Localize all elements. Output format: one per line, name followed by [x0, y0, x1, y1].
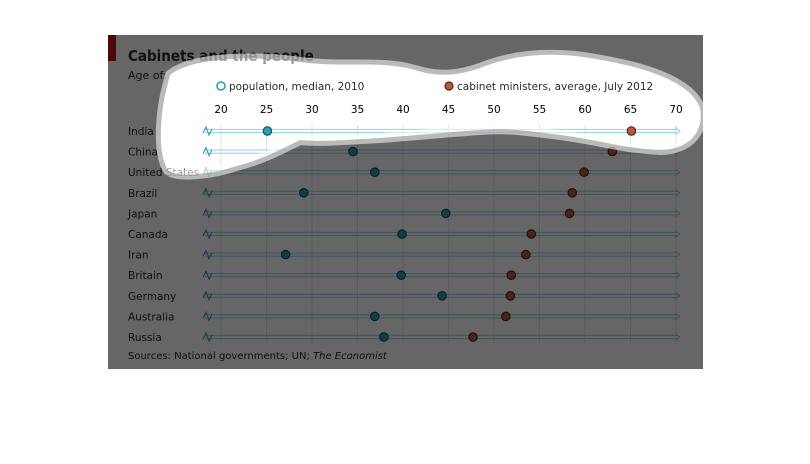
source-note: Sources: National governments; UN; The E…: [128, 351, 387, 362]
category-label: China: [128, 147, 158, 159]
category-label: Brazil: [128, 188, 157, 200]
dot-population: [379, 332, 389, 342]
category-label: Russia: [128, 332, 162, 344]
row-china: China: [128, 146, 681, 159]
category-label: Britain: [128, 270, 163, 282]
row-britain: Britain: [128, 269, 681, 282]
x-tick-label-25: 25: [260, 104, 273, 116]
axis-break-icon: [202, 269, 213, 281]
dot-cabinet: [607, 146, 618, 157]
category-label: Germany: [128, 291, 176, 303]
dot-population: [437, 290, 447, 301]
dot-cabinet: [468, 332, 478, 342]
axis-break-icon: [202, 249, 213, 260]
dot-cabinet: [521, 249, 531, 260]
x-tick-label-30: 30: [305, 104, 318, 116]
x-tick-label-50: 50: [487, 104, 500, 116]
x-tick-label-20: 20: [214, 104, 227, 116]
dot-population: [280, 249, 291, 260]
category-label: Australia: [128, 311, 174, 323]
source-publication: The Economist: [313, 351, 387, 362]
legend-label-cabinet: cabinet ministers, average, July 2012: [457, 81, 653, 93]
x-tick-label-55: 55: [533, 104, 546, 116]
category-label: Japan: [127, 208, 157, 220]
dot-cabinet: [505, 290, 516, 301]
dot-population: [396, 270, 406, 280]
row-canada: Canada: [128, 228, 681, 241]
axis-break-icon: [202, 146, 213, 157]
dot-population: [369, 311, 380, 322]
row-russia: Russia: [128, 331, 681, 344]
dot-chart: population, median, 2010 cabinet minister…: [127, 81, 683, 344]
category-label: India: [128, 126, 154, 138]
row-iran: Iran: [128, 249, 681, 262]
row-brazil: Brazil: [128, 187, 681, 200]
x-tick-label-70: 70: [669, 104, 682, 116]
axis-break-icon: [202, 331, 213, 343]
axis-break-icon: [202, 290, 213, 302]
dot-population: [348, 146, 358, 157]
row-united-states: United States: [128, 166, 681, 179]
axis-break-icon: [202, 166, 213, 178]
legend-marker-cabinet: [444, 81, 454, 91]
dot-cabinet: [564, 208, 575, 219]
dot-cabinet: [626, 126, 637, 136]
row-germany: Germany: [128, 290, 681, 303]
row-india: India: [128, 125, 681, 138]
x-tick-label-40: 40: [396, 104, 409, 116]
x-tick-label-45: 45: [442, 104, 455, 116]
dot-population: [440, 208, 451, 219]
dot-cabinet: [579, 167, 589, 177]
x-tick-label-60: 60: [578, 104, 591, 116]
legend-label-population: population, median, 2010: [229, 81, 364, 93]
gridlines: [220, 125, 677, 343]
dot-cabinet: [506, 270, 517, 280]
axis-break-icon: [202, 311, 213, 322]
source-prefix: Sources: National governments; UN;: [128, 351, 314, 362]
row-japan: Japan: [127, 208, 681, 220]
axis-break-icon: [202, 125, 213, 137]
axis-break-icon: [202, 187, 213, 199]
dot-cabinet: [526, 229, 537, 239]
axis-break-icon: [202, 228, 213, 240]
category-label: Canada: [128, 229, 168, 241]
legend-item-cabinet: cabinet ministers, average, July 2012: [444, 81, 653, 93]
dot-population: [299, 188, 309, 198]
category-label: Iran: [128, 250, 149, 262]
axis-break-icon: [202, 208, 213, 219]
legend-marker-population: [216, 81, 226, 91]
x-tick-label-35: 35: [351, 104, 364, 116]
row-australia: Australia: [128, 311, 681, 323]
dot-population: [369, 167, 380, 177]
dot-cabinet: [567, 188, 578, 198]
x-tick-label-65: 65: [624, 104, 637, 116]
dot-population: [262, 126, 273, 136]
legend-item-population: population, median, 2010: [216, 81, 364, 93]
chart-panel: Cabinets and the people Age of: populati…: [108, 35, 703, 369]
category-label: United States: [128, 167, 199, 179]
dot-cabinet: [501, 311, 511, 322]
dot-population: [397, 229, 407, 239]
